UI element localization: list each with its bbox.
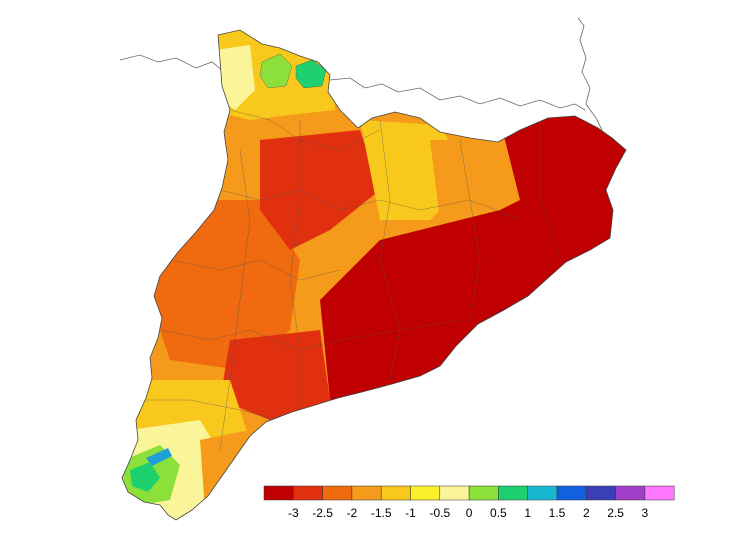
legend-swatch [527, 485, 558, 501]
comarca-borders [140, 109, 561, 451]
legend-tick-label: 1 [524, 506, 531, 520]
southeast-orange-zone [200, 430, 250, 510]
legend-swatch [263, 485, 294, 501]
northern-frontier-line [119, 54, 223, 71]
color-legend: -3 -2.5 -2 -1.5 -1 -0.5 0 0.5 1 1.5 2 2.5 3 [263, 485, 675, 520]
legend-tick-label: 2.5 [607, 506, 624, 520]
comarca-border [219, 189, 521, 221]
comarca-border [459, 139, 481, 321]
comarca-border [140, 399, 281, 421]
northeast-red-zone [500, 110, 626, 260]
legend-swatch [644, 485, 675, 501]
legend-tick-label: -1.5 [371, 506, 392, 520]
legend-swatch [615, 485, 646, 501]
legend-tick-label: -0.5 [429, 506, 450, 520]
delta-teal-zone [130, 462, 160, 492]
central-dark-zone [260, 130, 380, 250]
legend-swatch [498, 485, 528, 501]
legend-tick-label: 0.5 [490, 506, 507, 520]
legend-tick-label: -2.5 [312, 506, 333, 520]
legend-tick-label: -2 [347, 506, 358, 520]
legend-tick-label: 2 [583, 506, 590, 520]
legend-tick-label: -1 [405, 506, 416, 520]
region-fills [122, 30, 626, 520]
comarca-border [169, 259, 341, 281]
delta-lagoon [146, 448, 172, 466]
legend-swatches [263, 485, 675, 501]
eastern-frontier-line [577, 17, 603, 131]
comarca-border [219, 149, 251, 451]
pyrenees-frontier-line [329, 77, 586, 111]
legend-swatch [351, 485, 382, 501]
legend-swatch [468, 485, 499, 501]
legend-tick-label: -3 [288, 506, 299, 520]
legend-swatch [410, 485, 441, 501]
west-orange-zone [150, 200, 300, 370]
legend-tick-label: 1.5 [549, 506, 566, 520]
legend-swatch [380, 485, 411, 501]
comarca-border [539, 120, 561, 261]
north-green-patch [259, 53, 293, 89]
inner-orange-zone [220, 330, 330, 420]
comarca-border [289, 120, 301, 410]
frontier-lines [119, 17, 603, 131]
legend-ticks: -3 -2.5 -2 -1.5 -1 -0.5 0 0.5 1 1.5 2 2.5 3 [288, 506, 649, 520]
north-teal-patch [295, 59, 327, 89]
legend-swatch [439, 485, 470, 501]
legend-tick-label: 3 [642, 506, 649, 520]
legend-tick-label: 0 [466, 506, 473, 520]
legend-swatch [556, 485, 587, 501]
legend-swatch [322, 485, 353, 501]
legend-swatch [293, 485, 323, 501]
legend-swatch [586, 485, 616, 501]
comarca-border [379, 119, 401, 381]
